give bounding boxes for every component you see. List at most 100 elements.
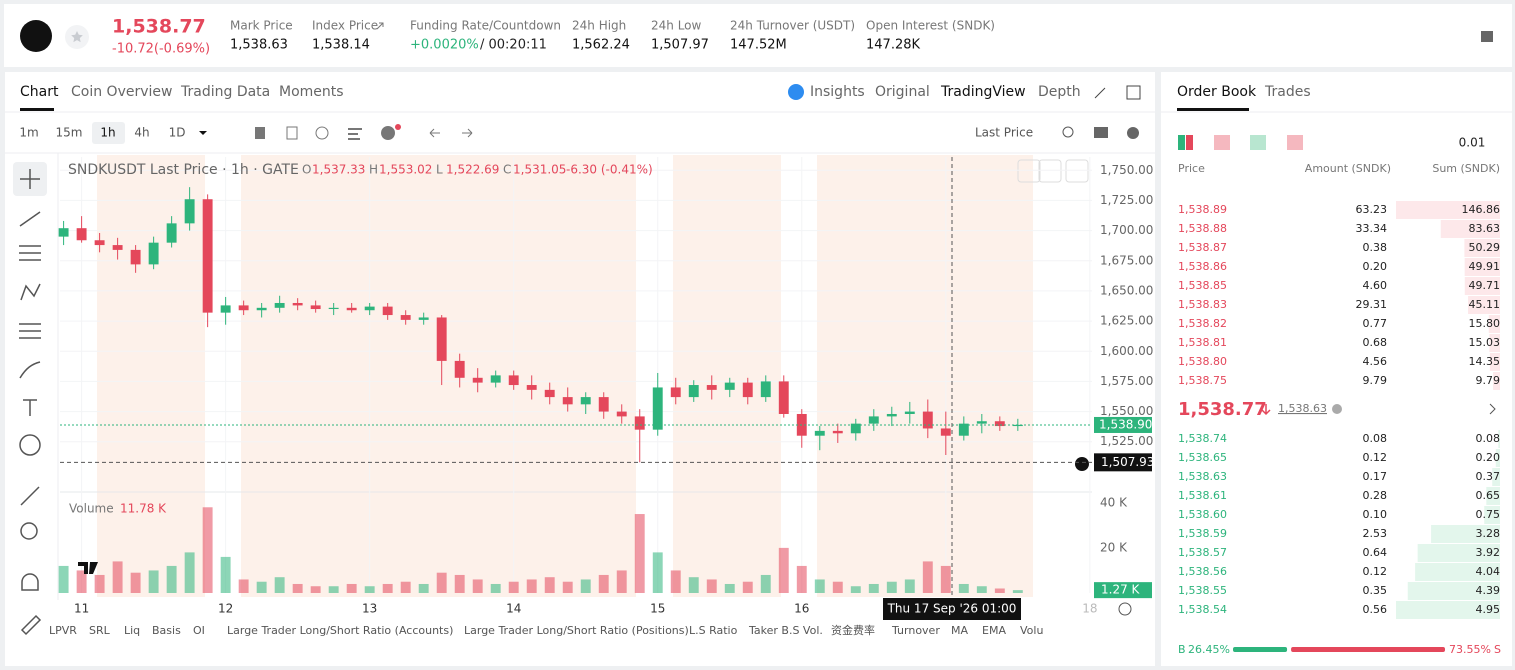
book-price: 1,538.85 xyxy=(1178,279,1227,292)
settings-icon[interactable] xyxy=(1481,31,1493,42)
book-amount: 33.34 xyxy=(1356,222,1388,235)
book-price: 1,538.54 xyxy=(1178,603,1227,616)
candle-body xyxy=(544,389,555,398)
indicator-tab[interactable]: SRL xyxy=(89,624,111,637)
book-sum: 0.75 xyxy=(1476,508,1501,521)
interval-button[interactable]: 1D xyxy=(169,126,186,140)
indicator-tab[interactable]: LPVR xyxy=(49,624,77,637)
book-price: 1,538.86 xyxy=(1178,260,1227,273)
candle-body xyxy=(418,317,429,320)
volume-bar xyxy=(130,572,141,593)
book-amount: 0.77 xyxy=(1363,317,1388,330)
candle-body xyxy=(634,416,645,430)
depth-bar xyxy=(1486,487,1500,505)
book-tab[interactable]: Trades xyxy=(1264,84,1311,100)
indicator-tab[interactable]: L.S Ratio xyxy=(689,624,738,637)
book-price: 1,538.82 xyxy=(1178,317,1227,330)
volume-bar xyxy=(580,579,591,593)
volume-bar xyxy=(562,581,573,593)
indicator-tab[interactable]: EMA xyxy=(982,624,1006,637)
book-price: 1,538.55 xyxy=(1178,584,1227,597)
book-sum: 15.80 xyxy=(1469,317,1501,330)
stat-value: 1,507.97 xyxy=(651,38,709,53)
precision-select[interactable]: 0.01 xyxy=(1459,136,1486,150)
volume-bar xyxy=(382,583,393,593)
volume-bar xyxy=(472,579,483,593)
depth-bar xyxy=(1468,296,1500,314)
indicator-tab[interactable]: Basis xyxy=(152,624,181,637)
chart-tab[interactable]: Chart xyxy=(20,84,59,100)
volume-bar xyxy=(706,579,717,593)
indicator-tab[interactable]: Volu xyxy=(1020,624,1043,637)
view-tab[interactable]: Depth xyxy=(1038,84,1081,100)
drawing-tools xyxy=(13,162,47,636)
view-tab[interactable]: Original xyxy=(875,84,930,100)
view-tab[interactable]: Insights xyxy=(810,84,865,100)
volume-legend: Volume xyxy=(69,502,114,516)
book-tab[interactable]: Order Book xyxy=(1177,84,1257,100)
candle-body xyxy=(526,385,537,390)
chart-tab[interactable]: Moments xyxy=(279,84,344,100)
indicator-tab[interactable]: Turnover xyxy=(891,624,940,637)
indicator-tab[interactable]: Large Trader Long/Short Ratio (Accounts) xyxy=(227,624,453,637)
interval-button[interactable]: 15m xyxy=(56,126,83,140)
volume-bar xyxy=(112,561,123,593)
price-source-select[interactable]: Last Price xyxy=(975,126,1033,140)
chart-tab[interactable]: Coin Overview xyxy=(71,84,172,100)
volume-bar xyxy=(58,565,69,593)
volume-bar xyxy=(202,507,213,593)
x-tick-label: 11 xyxy=(74,602,89,616)
indicator-tab[interactable]: Large Trader Long/Short Ratio (Positions… xyxy=(464,624,689,637)
indicator-tab[interactable]: Taker B.S Vol. xyxy=(748,624,823,637)
candle-body xyxy=(688,385,699,398)
volume-bar xyxy=(868,583,879,593)
candle-body xyxy=(994,421,1005,427)
indicator-tab[interactable]: OI xyxy=(193,624,205,637)
volume-bar xyxy=(976,586,987,593)
indicator-tab[interactable]: Liq xyxy=(124,624,140,637)
book-price: 1,538.75 xyxy=(1178,374,1227,387)
candle-body xyxy=(292,302,303,306)
volume-bar xyxy=(292,583,303,593)
book-sum: 4.04 xyxy=(1476,565,1501,578)
toolbar-icons xyxy=(255,84,1303,616)
interval-button[interactable]: 4h xyxy=(134,126,149,140)
volume-bar xyxy=(616,570,627,593)
buy-ratio-bar xyxy=(1233,647,1288,652)
interval-button[interactable]: 1h xyxy=(100,126,115,140)
volume-bar xyxy=(994,588,1005,593)
candle-body xyxy=(958,423,969,436)
candle-body xyxy=(832,430,843,434)
stat-value: 147.52M xyxy=(730,38,787,53)
volume-bar xyxy=(670,570,681,593)
volume-bar xyxy=(832,581,843,593)
book-price: 1,538.59 xyxy=(1178,527,1227,540)
indicator-tab[interactable]: 资金费率 xyxy=(831,623,875,637)
buy-letter: B xyxy=(1178,643,1186,656)
book-amount: 0.38 xyxy=(1363,241,1388,254)
book-amount: 0.28 xyxy=(1363,489,1388,502)
book-sum: 0.65 xyxy=(1476,489,1501,502)
stat-label: Index Price xyxy=(312,19,378,33)
view-tab[interactable]: TradingView xyxy=(940,84,1026,100)
stat-label: Mark Price xyxy=(230,19,293,33)
interval-button[interactable]: 1m xyxy=(19,126,38,140)
book-sum: 49.91 xyxy=(1469,260,1501,273)
stat-label: Open Interest (SNDK) xyxy=(866,19,995,33)
depth-bar xyxy=(1488,315,1500,333)
book-amount: 0.08 xyxy=(1363,432,1388,445)
depth-bar xyxy=(1431,525,1500,543)
book-sum: 3.28 xyxy=(1476,527,1501,540)
volume-bar xyxy=(364,586,375,593)
active-book-tab xyxy=(1177,108,1249,111)
volume-bar xyxy=(490,583,501,593)
indicator-tab[interactable]: MA xyxy=(951,624,968,637)
book-price: 1,538.60 xyxy=(1178,508,1227,521)
candle-body xyxy=(202,199,213,313)
book-amount: 0.35 xyxy=(1363,584,1388,597)
book-sum: 4.39 xyxy=(1476,584,1501,597)
depth-bar xyxy=(1396,601,1500,619)
chart-tab[interactable]: Trading Data xyxy=(180,84,270,100)
book-sum: 0.37 xyxy=(1476,470,1501,483)
volume-bar xyxy=(310,586,321,593)
